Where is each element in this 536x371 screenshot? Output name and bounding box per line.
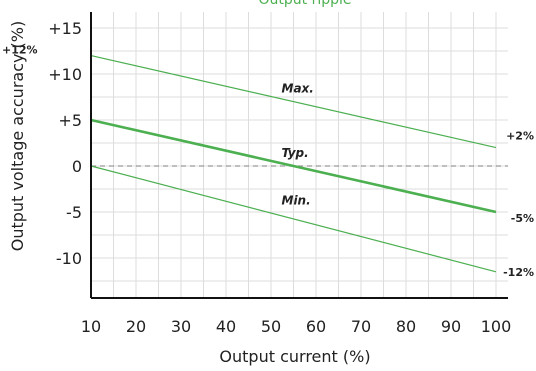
- series-line-typ: [90, 118, 497, 214]
- x-tick-label: 60: [306, 317, 326, 336]
- end-label-typ: -5%: [511, 212, 534, 225]
- y-tick-label: +10: [48, 65, 82, 84]
- y-tick-labels: +15 +10 +5 0 -5 -10: [48, 19, 82, 268]
- series-label-max: Max.: [282, 81, 314, 95]
- series-label-min: Min.: [282, 194, 311, 208]
- y-axis-title: Output voltage accuracy (%): [8, 21, 27, 252]
- end-labels: +2% +12% -5% -12%: [2, 44, 534, 279]
- x-tick-labels: 10 20 30 40 50 60 70 80 90 100: [81, 317, 511, 336]
- chart-title: Output ripple: [258, 0, 351, 8]
- end-label-min: -12%: [503, 266, 534, 279]
- y-tick-label: -5: [66, 203, 82, 222]
- y-tick-label: 0: [72, 157, 82, 176]
- x-tick-label: 100: [481, 317, 512, 336]
- series-label-typ: Typ.: [282, 146, 309, 160]
- x-tick-label: 70: [351, 317, 371, 336]
- y-tick-label: +5: [58, 111, 82, 130]
- series-line-max: [90, 55, 497, 149]
- y-tick-label: +15: [48, 19, 82, 38]
- x-tick-label: 10: [81, 317, 101, 336]
- axes: [90, 12, 508, 299]
- x-axis-title: Output current (%): [219, 347, 370, 366]
- end-label-max: +2%: [506, 130, 534, 143]
- x-tick-label: 40: [216, 317, 236, 336]
- series-line-min: [90, 165, 497, 273]
- series-labels: Max. Typ. Min.: [282, 81, 314, 207]
- x-tick-label: 20: [126, 317, 146, 336]
- x-tick-label: 50: [261, 317, 281, 336]
- x-tick-label: 90: [441, 317, 461, 336]
- x-tick-label: 30: [171, 317, 191, 336]
- x-tick-label: 80: [396, 317, 416, 336]
- series-lines: [90, 55, 497, 273]
- start-label-max: +12%: [2, 44, 38, 57]
- y-tick-label: -10: [56, 249, 82, 268]
